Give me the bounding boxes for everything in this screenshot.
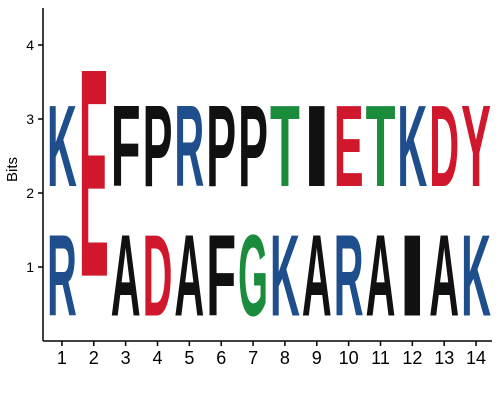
x-tick-label: 5 xyxy=(184,348,194,368)
logo-letter-e: E xyxy=(79,8,109,339)
logo-letter-t: T xyxy=(366,82,396,211)
x-tick-label: 12 xyxy=(402,348,422,368)
logo-letter-k: K xyxy=(461,212,491,341)
logo-letter-f: F xyxy=(111,82,141,211)
x-tick-label: 7 xyxy=(248,348,258,368)
logo-letter-a: A xyxy=(111,212,141,341)
x-tick-label: 13 xyxy=(434,348,454,368)
logo-letter-t: T xyxy=(270,82,300,211)
logo-letter-a: A xyxy=(429,212,459,341)
logo-letter-p: P xyxy=(238,82,268,211)
x-tick-label: 14 xyxy=(466,348,486,368)
x-tick-label: 2 xyxy=(89,348,99,368)
logo-letter-k: K xyxy=(47,82,77,211)
logo-letter-f: F xyxy=(206,211,236,340)
logo-letter-k: K xyxy=(397,82,427,211)
y-axis-title: Bits xyxy=(4,157,21,182)
x-ticks: 1 2 3 4 5 6 7 8 9 10 11 12 13 14 xyxy=(57,341,486,368)
logo-letter-a: A xyxy=(366,212,396,341)
logo-letter-d: D xyxy=(429,82,459,211)
x-tick-label: 6 xyxy=(216,348,226,368)
logo-letter-p: P xyxy=(143,82,173,211)
x-tick-label: 8 xyxy=(280,348,290,368)
logo-letter-r: R xyxy=(174,82,204,211)
logo-letter-k: K xyxy=(270,212,300,341)
x-tick-label: 11 xyxy=(371,348,390,368)
axes xyxy=(42,8,492,342)
y-tick-label: 3 xyxy=(26,111,34,127)
logo-letter-g: G xyxy=(238,212,268,341)
y-tick-label: 1 xyxy=(26,259,34,275)
x-tick-label: 4 xyxy=(152,348,162,368)
x-tick-label: 3 xyxy=(121,348,131,368)
y-ticks: 1 2 3 4 xyxy=(26,37,43,275)
logo-letter-i: I xyxy=(397,211,427,341)
logo-letter-y: Y xyxy=(461,82,491,211)
logo-letter-e: E xyxy=(334,82,364,211)
logo-letter-r: R xyxy=(334,212,364,341)
logo-letter-i: I xyxy=(302,81,332,211)
logo-letter-d: D xyxy=(143,212,173,341)
x-tick-label: 10 xyxy=(339,348,359,368)
x-tick-label: 9 xyxy=(312,348,322,368)
y-tick-label: 4 xyxy=(26,37,34,53)
logo-letter-p: P xyxy=(206,82,236,211)
logo-letter-a: A xyxy=(174,212,204,341)
logo-letter-r: R xyxy=(47,212,77,341)
y-tick-label: 2 xyxy=(26,185,34,201)
logo-letter-a: A xyxy=(302,212,332,341)
x-tick-label: 1 xyxy=(57,348,67,368)
